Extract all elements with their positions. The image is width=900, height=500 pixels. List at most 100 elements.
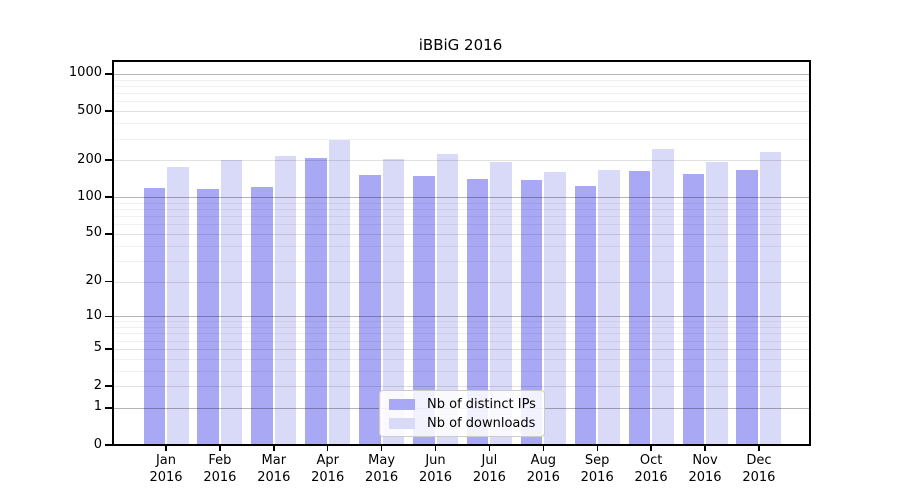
bar-distinct-ips-oct <box>628 170 651 445</box>
legend-item-distinct-ips: Nb of distinct IPs <box>389 396 536 412</box>
gridline <box>112 260 809 262</box>
x-tick-mark <box>434 445 437 451</box>
x-tick-label: Mar 2016 <box>257 453 291 485</box>
gridline <box>112 233 809 235</box>
bar-distinct-ips-jul <box>466 178 489 445</box>
gridline <box>112 327 809 328</box>
x-tick-label: Feb 2016 <box>203 453 237 485</box>
y-tick-mark <box>105 348 112 350</box>
y-tick-label: 2 <box>93 377 102 393</box>
bar-downloads-mar <box>274 155 297 445</box>
x-tick-label: Jun 2016 <box>418 453 453 485</box>
gridline <box>112 370 809 372</box>
y-tick-label: 200 <box>77 151 102 167</box>
bar-distinct-ips-may <box>359 174 381 445</box>
x-tick-label: Apr 2016 <box>311 453 345 485</box>
y-tick-label: 50 <box>85 225 102 241</box>
bar-downloads-sep <box>598 169 620 445</box>
x-tick-mark <box>650 445 652 451</box>
x-tick-mark <box>542 445 544 451</box>
gridline <box>112 316 809 318</box>
legend-label-downloads: Nb of downloads <box>427 415 536 431</box>
x-tick-label: Nov 2016 <box>688 453 722 485</box>
bar-downloads-nov <box>706 162 728 445</box>
gridline <box>112 333 809 335</box>
gridline <box>112 197 809 199</box>
gridline <box>112 73 809 75</box>
gridline <box>112 224 809 226</box>
x-tick-label: Aug 2016 <box>526 453 560 485</box>
gridline <box>112 79 809 81</box>
bar-downloads-aug <box>544 171 566 445</box>
x-tick-label: Sep 2016 <box>580 453 614 485</box>
bar-distinct-ips-dec <box>736 170 758 445</box>
gridline <box>112 93 809 95</box>
y-tick-mark <box>105 73 112 75</box>
plot-area <box>112 60 809 445</box>
bar-downloads-may <box>382 159 405 445</box>
legend-label-distinct-ips: Nb of distinct IPs <box>427 396 536 412</box>
gridline <box>112 245 809 247</box>
legend-swatch-distinct-ips <box>389 398 415 410</box>
gridline <box>112 340 809 342</box>
gridline <box>112 281 809 283</box>
bar-distinct-ips-nov <box>682 174 704 445</box>
x-tick-mark <box>326 445 329 451</box>
y-tick-mark <box>105 385 112 387</box>
bar-distinct-ips-apr <box>305 158 327 445</box>
y-tick-mark <box>105 407 112 409</box>
x-tick-mark <box>165 445 167 451</box>
x-tick-label: Dec 2016 <box>742 453 776 485</box>
y-tick-label: 0 <box>93 436 102 452</box>
x-tick-mark <box>488 445 491 451</box>
gridline <box>112 85 809 87</box>
legend: Nb of distinct IPs Nb of downloads <box>379 390 545 437</box>
bar-downloads-oct <box>652 148 674 445</box>
x-tick-label: Oct 2016 <box>634 453 668 485</box>
bar-distinct-ips-feb <box>197 188 219 445</box>
bar-downloads-jul <box>490 161 512 445</box>
y-tick-mark <box>105 196 112 198</box>
spine-bottom <box>112 444 811 446</box>
bar-downloads-dec <box>759 152 782 445</box>
y-tick-label: 100 <box>77 188 102 204</box>
y-tick-mark <box>105 444 112 446</box>
bar-distinct-ips-mar <box>251 187 273 445</box>
gridline <box>112 123 809 125</box>
y-tick-label: 5 <box>93 340 102 356</box>
y-tick-label: 1000 <box>68 65 102 81</box>
x-tick-mark <box>596 445 598 451</box>
gridline <box>112 202 809 204</box>
x-tick-mark <box>758 445 760 451</box>
bar-distinct-ips-aug <box>520 180 543 445</box>
bar-distinct-ips-jun <box>413 175 435 445</box>
x-tick-mark <box>219 445 221 451</box>
bar-downloads-jan <box>167 167 189 445</box>
bar-downloads-feb <box>220 159 243 445</box>
y-tick-mark <box>105 159 112 161</box>
y-tick-label: 10 <box>85 307 102 323</box>
bar-downloads-apr <box>328 139 351 445</box>
gridline <box>112 138 809 140</box>
y-tick-label: 1 <box>93 399 102 415</box>
chart-title: iBBiG 2016 <box>418 36 503 54</box>
bar-distinct-ips-sep <box>574 185 597 445</box>
gridline <box>112 348 809 350</box>
gridline <box>112 358 809 360</box>
gridline <box>112 111 809 113</box>
x-tick-label: May 2016 <box>365 453 399 485</box>
y-tick-label: 500 <box>77 102 102 118</box>
legend-swatch-downloads <box>389 417 415 429</box>
gridline <box>112 386 809 387</box>
x-tick-label: Jul 2016 <box>472 453 506 485</box>
gridline <box>112 101 809 103</box>
gridline <box>112 160 809 162</box>
gridline <box>112 209 809 210</box>
x-tick-mark <box>273 445 275 451</box>
gridline <box>112 216 809 218</box>
y-tick-mark <box>105 280 112 283</box>
legend-item-downloads: Nb of downloads <box>389 415 535 431</box>
spine-top <box>112 60 811 62</box>
y-tick-label: 20 <box>85 273 102 288</box>
y-tick-mark <box>105 315 112 317</box>
